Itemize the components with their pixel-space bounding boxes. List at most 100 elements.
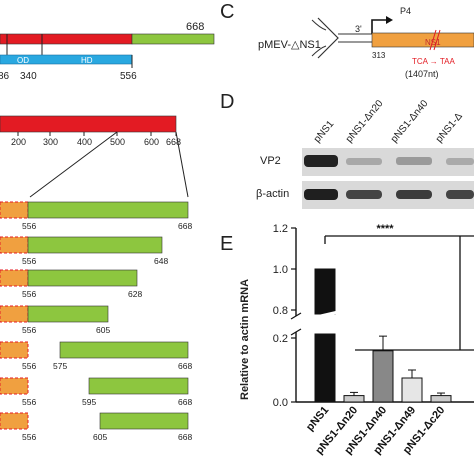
ruler-ticks: [17, 132, 177, 136]
ruler-tick-label: 668: [166, 137, 181, 147]
coord-556: 556: [120, 71, 137, 82]
y-tick-label: 0.2: [273, 333, 288, 345]
green-segment: [27, 236, 163, 254]
construct-row: 556 605 668: [0, 412, 192, 442]
green-segment: [59, 341, 189, 359]
lane-label: pNS1-Δn20: [344, 98, 386, 145]
row-label-actin: β-actin: [256, 188, 289, 200]
panel-a: 668 OD HD 86 340 556: [0, 21, 215, 82]
ruler-tick-label: 600: [144, 137, 159, 147]
significance-label: ****: [376, 223, 394, 235]
band-actin-lane4: [446, 190, 474, 199]
panel-a-end-label: 668: [186, 21, 204, 33]
zoom-line-left: [29, 131, 118, 198]
orange-segment: [0, 377, 29, 395]
construct-end-label: 605: [93, 432, 107, 442]
band-vp2-pns1: [304, 155, 338, 167]
panel-c: C pMEV-△NS1 3' P4 313 NS1 TCA → TAA (140…: [220, 1, 474, 79]
construct-start-label: 556: [22, 221, 36, 231]
y-tick-label: 0.8: [273, 305, 288, 317]
band-actin-pns1: [304, 189, 338, 200]
orange-segment: [0, 236, 29, 254]
row-label-vp2: VP2: [260, 155, 281, 167]
lane-label: pNS1-Δ: [434, 111, 465, 145]
bar-chart: 0.00.20.81.01.2pNS1pNS1-Δn20pNS1-Δn40pNS…: [273, 223, 474, 457]
green-segment: [27, 201, 189, 219]
band-actin-n20: [346, 190, 382, 199]
panel-e: E Relative to actin mRNA 0.0 0.2 0.8 1.0 1.2…: [220, 223, 474, 457]
y-tick-label: 0.0: [273, 397, 288, 409]
ruler-tick-label: 500: [110, 137, 125, 147]
axis-break-mark: [290, 312, 302, 320]
od-label: OD: [17, 56, 29, 65]
construct-row: 556 595 668: [0, 377, 192, 407]
hairpin-left: [317, 17, 339, 59]
panel-d: D pNS1 pNS1-Δn20 pNS1-Δn40 pNS1-Δ VP2 β-…: [220, 91, 474, 209]
construct-end-label: 668: [178, 221, 192, 231]
lane-label: pNS1-Δn40: [389, 98, 431, 145]
green-segment: [27, 269, 138, 287]
coord-340: 340: [20, 71, 37, 82]
construct-end-label: 575: [53, 361, 67, 371]
construct-row: 556 605: [0, 305, 110, 335]
panel-label-c: C: [220, 1, 234, 23]
orange-segment: [0, 341, 29, 359]
band-vp2-n40: [396, 157, 432, 165]
ruler-tick-label: 400: [77, 137, 92, 147]
band-vp2-lane4: [446, 158, 474, 165]
y-tick-label: 1.0: [273, 264, 288, 276]
bar: [430, 395, 452, 403]
construct-start-label: 556: [22, 256, 36, 266]
hd-label: HD: [81, 56, 93, 65]
construct-row: 556 628: [0, 269, 142, 299]
construct-start-label: 556: [22, 289, 36, 299]
bar: [343, 395, 365, 403]
bar: [314, 333, 336, 403]
bar-break-gap: [311, 310, 339, 320]
orange-segment: [0, 201, 29, 219]
ns1-red-region: [0, 33, 133, 45]
ns1-green-region: [131, 33, 215, 45]
construct-row: 556 648: [0, 236, 168, 266]
construct-right-label: 668: [178, 432, 192, 442]
construct-start-label: 556: [22, 361, 36, 371]
construct-end-label: 605: [96, 325, 110, 335]
panel-b: 200 300 400 500 600 668 556 668 556 648 …: [0, 115, 192, 442]
bar: [372, 350, 394, 403]
panel-label-e: E: [220, 233, 233, 255]
construct-name: pMEV-△NS1: [258, 39, 321, 51]
band-vp2-n20: [346, 158, 382, 165]
green-segment: [88, 377, 189, 395]
y-axis-label: Relative to actin mRNA: [239, 279, 251, 400]
ruler-tick-label: 200: [11, 137, 26, 147]
start-coord: 313: [372, 51, 386, 60]
three-prime-label: 3': [355, 24, 362, 34]
construct-start-label: 556: [22, 325, 36, 335]
zoom-line-right: [175, 131, 189, 198]
construct-start-label: 556: [22, 432, 36, 442]
ruler-tick-label: 300: [43, 137, 58, 147]
gene-label: NS1: [425, 38, 441, 47]
y-tick-label: 1.2: [273, 223, 288, 235]
bar: [314, 268, 336, 315]
construct-start-label: 556: [22, 397, 36, 407]
ns1-orf-box: [371, 32, 474, 48]
construct-row: 556 668: [0, 201, 192, 231]
green-segment: [99, 412, 189, 430]
orange-segment: [0, 305, 29, 323]
x-tick-label: pNS1: [304, 404, 331, 433]
promoter-arrow: [371, 19, 388, 34]
lane-label: pNS1: [312, 118, 337, 145]
construct-end-label: 595: [82, 397, 96, 407]
panel-label-d: D: [220, 91, 234, 113]
construct-right-label: 668: [178, 361, 192, 371]
promoter-label: P4: [400, 6, 411, 16]
ns1-full-bar: [0, 115, 177, 133]
green-segment: [27, 305, 109, 323]
construct-right-label: 668: [178, 397, 192, 407]
codon-change: TCA → TAA: [412, 57, 455, 66]
orange-segment: [0, 412, 29, 430]
coord-86: 86: [0, 71, 10, 82]
